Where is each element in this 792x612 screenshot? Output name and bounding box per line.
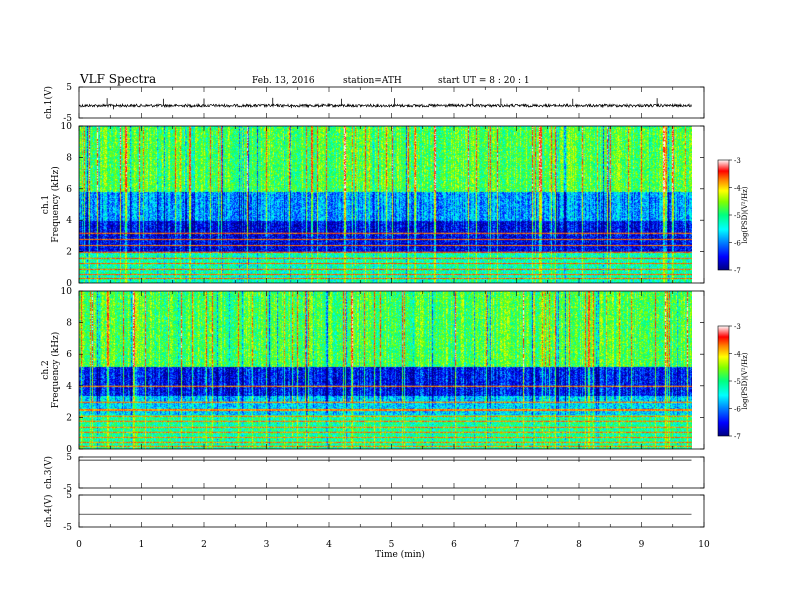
y-tick-label: 5: [66, 491, 72, 501]
date-label: Feb. 13, 2016: [252, 76, 315, 86]
y-axis-label: ch.1(V): [43, 86, 54, 119]
y-tick-label: 4: [66, 382, 72, 392]
colorbar-tick-label: -5: [734, 378, 741, 386]
ch3-time-series-panel: 5 -5 ch.3(V): [43, 453, 705, 494]
y-axis-label: Frequency (kHz): [50, 166, 61, 243]
ch4-time-series-panel: 5 -5 ch.4(V): [43, 491, 705, 533]
colorbar-tick-label: -7: [734, 433, 741, 441]
y-tick-label: 4: [66, 216, 72, 226]
channel-label: ch.1: [41, 195, 51, 214]
y-tick-label: 5: [66, 83, 72, 93]
y-tick-label: 0: [66, 279, 72, 289]
spectrogram-image: [79, 291, 692, 449]
y-tick-label: -5: [63, 114, 72, 124]
ch1-spectrogram-panel: 10 8 6 4 2 0 ch.1 Frequency (kHz): [41, 122, 705, 289]
y-tick-label: 10: [61, 122, 73, 132]
x-tick-label: 10: [698, 540, 710, 550]
x-tick-label: 0: [76, 540, 82, 550]
y-tick-label: 5: [66, 453, 72, 463]
x-tick-label: 6: [451, 540, 457, 550]
x-tick-label: 9: [639, 540, 645, 550]
y-axis-label: ch.4(V): [43, 495, 54, 528]
y-tick-label: 6: [66, 185, 72, 195]
colorbar-ramp: [717, 325, 730, 437]
colorbar-tick-label: -6: [734, 240, 741, 248]
y-tick-label: 6: [66, 350, 72, 360]
y-tick-label: 8: [66, 153, 72, 163]
y-tick-label: 2: [66, 248, 72, 258]
colorbar-tick-label: -3: [734, 323, 741, 331]
colorbar-tick-label: -7: [734, 267, 741, 275]
colorbar-ramp: [717, 159, 730, 271]
spectrogram-image: [79, 126, 692, 283]
colorbar-tick-label: -6: [734, 406, 741, 414]
x-tick-label: 4: [326, 540, 332, 550]
y-tick-label: -5: [63, 484, 72, 494]
ch1-time-series-panel: 5 -5 ch.1(V): [43, 83, 705, 124]
y-axis-label: Frequency (kHz): [50, 332, 61, 409]
y-tick-label: 0: [66, 445, 72, 455]
x-tick-label: 3: [264, 540, 270, 550]
signal-trace: [78, 102, 692, 109]
ch2-spectrogram-panel: 10 8 6 4 2 0 ch.2 Frequency (kHz): [41, 287, 705, 455]
ch1-colorbar: log(PSD)(V²/Hz) -3 -4 -5 -6 -7: [717, 157, 749, 275]
time-axis-label: Time (min): [375, 549, 425, 560]
colorbar-tick-label: -4: [734, 185, 741, 193]
y-axis-label: ch.3(V): [43, 456, 54, 489]
time-axis: 0 1 2 3 4 5 6 7 8 9 10: [76, 540, 710, 550]
x-tick-label: 1: [139, 540, 145, 550]
start-time-label: start UT = 8 : 20 : 1: [438, 76, 530, 86]
y-tick-label: 10: [61, 287, 73, 297]
channel-label: ch.2: [41, 360, 51, 379]
colorbar-tick-label: -4: [734, 351, 741, 359]
x-tick-label: 5: [389, 540, 395, 550]
colorbar-tick-label: -5: [734, 212, 741, 220]
colorbar-label: log(PSD)(V²/Hz): [741, 352, 749, 409]
figure-title: VLF Spectra: [79, 72, 156, 86]
colorbar-tick-label: -3: [734, 157, 741, 165]
x-tick-label: 8: [576, 540, 582, 550]
y-tick-label: 2: [66, 413, 72, 423]
colorbar-label: log(PSD)(V²/Hz): [741, 186, 749, 243]
x-tick-label: 7: [514, 540, 520, 550]
x-tick-label: 2: [201, 540, 207, 550]
y-tick-label: -5: [63, 523, 72, 533]
y-tick-label: 8: [66, 319, 72, 329]
ch2-colorbar: log(PSD)(V²/Hz) -3 -4 -5 -6 -7: [717, 323, 749, 441]
station-label: station=ATH: [343, 76, 402, 86]
